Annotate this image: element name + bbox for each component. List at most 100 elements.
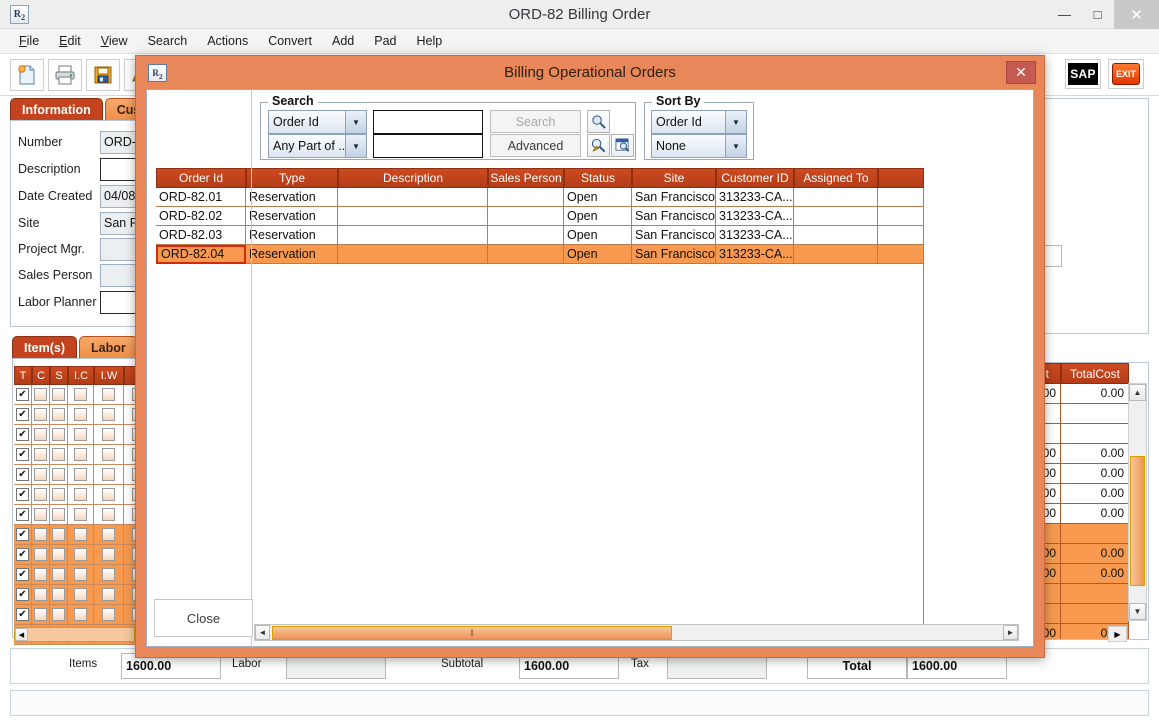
items-grid-cell[interactable] — [32, 485, 50, 505]
menu-convert[interactable]: Convert — [268, 34, 312, 48]
dialog-close-button[interactable]: Close — [154, 599, 253, 637]
items-column-s[interactable]: S — [50, 366, 68, 385]
search-match-combo[interactable]: Any Part of ... ▼ — [268, 134, 367, 158]
orders-cell-order-id[interactable]: ORD-82.03 — [156, 226, 246, 245]
checkbox-unchecked[interactable] — [34, 408, 47, 421]
items-grid-cell[interactable] — [68, 585, 94, 605]
checkbox-unchecked[interactable] — [34, 528, 47, 541]
checkbox-unchecked[interactable] — [74, 608, 87, 621]
right-grid-cell[interactable]: 0.00 — [1061, 544, 1129, 564]
items-grid-cell[interactable] — [50, 445, 68, 465]
items-grid-cell[interactable] — [68, 425, 94, 445]
checkbox-unchecked[interactable] — [102, 508, 115, 521]
checkbox-unchecked[interactable] — [52, 468, 65, 481]
items-grid-cell[interactable] — [94, 525, 124, 545]
right-grid-header-totalcost[interactable]: TotalCost — [1061, 363, 1129, 384]
items-grid-cell[interactable]: ✔ — [14, 445, 32, 465]
exit-button[interactable]: EXIT — [1108, 59, 1144, 89]
menu-actions[interactable]: Actions — [207, 34, 249, 48]
checkbox-unchecked[interactable] — [34, 568, 47, 581]
new-document-button[interactable] — [10, 58, 44, 91]
items-grid-row[interactable]: ✔ — [14, 405, 154, 425]
orders-column-blank[interactable] — [878, 168, 924, 188]
items-grid-cell[interactable]: ✔ — [14, 425, 32, 445]
checkbox-unchecked[interactable] — [34, 508, 47, 521]
checkbox-checked[interactable]: ✔ — [16, 508, 29, 521]
chevron-down-icon[interactable]: ▼ — [345, 111, 366, 133]
find-magnifier-button[interactable] — [587, 110, 610, 133]
checkbox-unchecked[interactable] — [74, 488, 87, 501]
items-grid-cell[interactable] — [68, 545, 94, 565]
checkbox-unchecked[interactable] — [34, 468, 47, 481]
orders-column-site[interactable]: Site — [632, 168, 716, 188]
orders-cell-customer-id[interactable]: 313233-CA... — [716, 188, 794, 207]
checkbox-unchecked[interactable] — [74, 548, 87, 561]
checkbox-unchecked[interactable] — [74, 588, 87, 601]
orders-cell-status[interactable]: Open — [564, 226, 632, 245]
tab-information[interactable]: Information — [10, 98, 103, 120]
dialog-close-icon[interactable]: ✕ — [1006, 61, 1036, 84]
orders-cell-sales-person[interactable] — [488, 245, 564, 264]
items-grid-cell[interactable] — [94, 605, 124, 625]
items-grid-cell[interactable] — [50, 545, 68, 565]
items-grid-cell[interactable] — [32, 465, 50, 485]
search-button[interactable]: Search — [490, 110, 581, 133]
window-close-button[interactable]: ✕ — [1114, 0, 1159, 29]
items-grid-cell[interactable] — [94, 485, 124, 505]
checkbox-unchecked[interactable] — [34, 588, 47, 601]
advanced-button[interactable]: Advanced — [490, 134, 581, 157]
menu-help[interactable]: Help — [416, 34, 443, 48]
right-grid-cell[interactable] — [1061, 424, 1129, 444]
orders-column-sales-person[interactable]: Sales Person — [488, 168, 564, 188]
items-column-iw[interactable]: I.W — [94, 366, 124, 385]
checkbox-checked[interactable]: ✔ — [16, 468, 29, 481]
orders-table-row[interactable]: ORD-82.01 Reservation Open San Francisco 313… — [156, 188, 924, 207]
items-grid-cell[interactable] — [68, 445, 94, 465]
orders-cell-extra[interactable] — [878, 188, 924, 207]
items-grid-cell[interactable] — [32, 585, 50, 605]
items-grid-cell[interactable] — [94, 425, 124, 445]
checkbox-unchecked[interactable] — [102, 488, 115, 501]
checkbox-unchecked[interactable] — [52, 388, 65, 401]
items-grid-cell[interactable]: ✔ — [14, 565, 32, 585]
search-field-input[interactable] — [373, 110, 483, 134]
items-grid-row[interactable]: ✔ — [14, 565, 154, 585]
orders-column-order-id[interactable]: Order Id — [156, 168, 246, 188]
orders-column-customer-id[interactable]: Customer ID — [716, 168, 794, 188]
items-grid-cell[interactable] — [68, 605, 94, 625]
checkbox-checked[interactable]: ✔ — [16, 428, 29, 441]
right-grid-vscrollbar[interactable]: ▲ ▼ — [1128, 383, 1147, 621]
items-grid-row[interactable]: ✔ — [14, 505, 154, 525]
orders-cell-sales-person[interactable] — [488, 207, 564, 226]
items-grid-cell[interactable] — [50, 405, 68, 425]
checkbox-unchecked[interactable] — [102, 468, 115, 481]
orders-table-row[interactable]: ORD-82.03 Reservation Open San Francisco 313… — [156, 226, 924, 245]
checkbox-checked[interactable]: ✔ — [16, 528, 29, 541]
checkbox-checked[interactable]: ✔ — [16, 568, 29, 581]
print-button[interactable] — [48, 58, 82, 91]
orders-cell-customer-id[interactable]: 313233-CA... — [716, 245, 794, 264]
checkbox-unchecked[interactable] — [52, 448, 65, 461]
menu-pad[interactable]: Pad — [374, 34, 397, 48]
items-grid-cell[interactable] — [32, 385, 50, 405]
save-button[interactable] — [86, 58, 120, 91]
checkbox-unchecked[interactable] — [102, 408, 115, 421]
orders-cell-assigned-to[interactable] — [794, 226, 878, 245]
checkbox-unchecked[interactable] — [74, 528, 87, 541]
right-grid-cell[interactable]: 0.00 — [1061, 484, 1129, 504]
orders-cell-extra[interactable] — [878, 245, 924, 264]
orders-cell-status[interactable]: Open — [564, 245, 632, 264]
orders-cell-type[interactable]: Reservation — [246, 188, 338, 207]
checkbox-unchecked[interactable] — [52, 528, 65, 541]
orders-cell-order-id[interactable]: ORD-82.04 — [156, 245, 246, 264]
orders-cell-site[interactable]: San Francisco — [632, 207, 716, 226]
orders-cell-extra[interactable] — [878, 226, 924, 245]
items-grid-cell[interactable] — [50, 385, 68, 405]
items-column-c[interactable]: C — [32, 366, 50, 385]
items-grid-row[interactable]: ✔ — [14, 485, 154, 505]
right-grid-cell[interactable] — [1061, 584, 1129, 604]
tab-items[interactable]: Item(s) — [12, 336, 77, 358]
items-grid-row[interactable]: ✔ — [14, 425, 154, 445]
checkbox-unchecked[interactable] — [34, 608, 47, 621]
items-column-ic[interactable]: I.C — [68, 366, 94, 385]
